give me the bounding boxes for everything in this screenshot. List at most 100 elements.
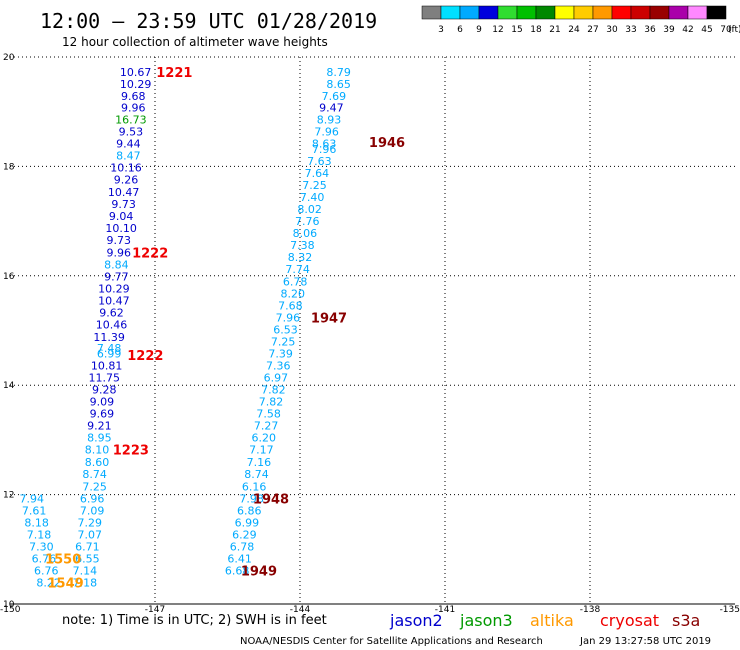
swh-value-label: 7.18 (73, 577, 98, 590)
y-tick-label: 20 (3, 53, 15, 63)
swh-value-label: 9.73 (107, 234, 132, 247)
colorbar-label: 27 (587, 25, 598, 35)
swh-value-label: 8.22 (36, 577, 61, 590)
swh-value-label: 8.95 (87, 432, 112, 445)
swh-value-label: 7.18 (27, 529, 52, 542)
swh-value-label: 7.16 (247, 456, 272, 469)
pass-number-label: 1222 (127, 349, 163, 364)
swh-value-label: 7.14 (73, 565, 98, 578)
swh-value-label: 6.99 (235, 516, 260, 529)
y-tick-label: 14 (3, 381, 15, 391)
swh-value-label: 9.96 (121, 101, 146, 114)
swh-value-label: 7.58 (256, 408, 281, 421)
swh-value-label: 7.98 (239, 492, 264, 505)
colorbar-swatch (592, 5, 613, 20)
swh-value-label: 7.96 (276, 311, 301, 324)
satellite-legend: jason2 jason3 altika cryosat s3a (389, 611, 700, 630)
swh-value-label: 7.27 (254, 420, 279, 433)
swh-value-label: 6.29 (232, 529, 257, 542)
colorbar-label: 36 (644, 25, 656, 35)
colorbar-swatch (535, 5, 556, 20)
swh-value-label: 6.97 (264, 372, 289, 385)
swh-value-label: 8.47 (116, 149, 141, 162)
x-tick-label: -138 (580, 605, 601, 615)
swh-value-label: 10.47 (98, 294, 130, 307)
colorbar-label: 15 (511, 25, 522, 35)
colorbar-swatch (478, 5, 499, 20)
swh-value-label: 10.10 (105, 222, 137, 235)
axis-ticks: -150 -147 -144 -141 -138 -135 20 18 16 14 12 10 (0, 53, 740, 615)
colorbar-label: 18 (530, 25, 542, 35)
swh-value-label: 7.29 (78, 516, 103, 529)
swh-value-label: 9.62 (99, 306, 124, 319)
data-labels: 10.6710.299.689.9616.739.539.448.4710.16… (20, 66, 351, 590)
swh-value-label: 8.74 (244, 468, 269, 481)
colorbar-swatch (668, 5, 689, 20)
swh-value-label: 7.94 (20, 492, 45, 505)
pass-number-label: 1946 (369, 136, 405, 151)
colorbar-swatch (421, 5, 442, 20)
x-tick-label: -135 (720, 605, 740, 615)
swh-value-label: 6.78 (283, 275, 308, 288)
grid-lines (10, 56, 735, 604)
colorbar-swatch (516, 5, 537, 20)
colorbar-label: 9 (476, 25, 482, 35)
swh-value-label: 9.69 (90, 408, 115, 421)
swh-value-label: 6.78 (230, 541, 255, 554)
swh-value-label: 7.48 (97, 342, 122, 355)
swh-value-label: 8.06 (293, 227, 318, 240)
colorbar-swatch (573, 5, 594, 20)
swh-value-label: 7.36 (266, 360, 291, 373)
swh-value-label: 7.63 (307, 155, 332, 168)
swh-value-label: 7.82 (259, 396, 284, 409)
swh-value-label: 7.40 (300, 191, 325, 204)
pass-number-label: 1549 (47, 577, 83, 592)
satellite-legend-s3a: s3a (672, 611, 700, 630)
swh-value-label: 10.67 (120, 66, 152, 79)
swh-value-label: 7.39 (268, 347, 293, 360)
colorbar-label: 21 (549, 25, 560, 35)
swh-value-label: 8.02 (297, 203, 322, 216)
swh-value-label: 7.61 (22, 504, 47, 517)
swh-value-label: 7.69 (322, 90, 347, 103)
swh-value-label: 6.55 (75, 553, 100, 566)
swh-value-label: 7.25 (82, 480, 107, 493)
swh-value-label: 11.75 (89, 372, 121, 385)
swh-value-label: 8.10 (85, 444, 110, 457)
swh-value-label: 7.25 (271, 335, 296, 348)
chart-title: 12:00 – 23:59 UTC 01/28/2019 (40, 9, 377, 33)
swh-value-label: 7.07 (78, 529, 103, 542)
footer-credit: NOAA/NESDIS Center for Satellite Applica… (240, 636, 543, 647)
swh-value-label: 9.73 (111, 198, 136, 211)
colorbar-swatch (706, 5, 727, 20)
swh-value-label: 8.18 (24, 516, 49, 529)
x-tick-label: -141 (435, 605, 455, 615)
pass-labels: 1221 1222 1222 1223 1946 1947 1948 1949 1550 1549 (45, 66, 405, 592)
swh-value-label: 8.63 (312, 137, 337, 150)
swh-value-label: 7.68 (278, 299, 303, 312)
swh-value-label: 10.47 (108, 186, 140, 199)
colorbar-label: 3 (438, 25, 444, 35)
swh-value-label: 8.65 (326, 78, 351, 91)
pass-number-label: 1222 (132, 246, 168, 261)
swh-value-label: 9.04 (109, 210, 134, 223)
colorbar-label: 24 (568, 25, 580, 35)
swh-value-label: 7.25 (302, 179, 327, 192)
y-tick-label: 10 (3, 600, 15, 610)
y-tick-label: 16 (3, 272, 15, 282)
chart-subtitle: 12 hour collection of altimeter wave hei… (62, 35, 328, 49)
swh-value-label: 8.60 (85, 456, 110, 469)
swh-value-label: 7.38 (290, 239, 315, 252)
colorbar-swatch (611, 5, 632, 20)
x-tick-label: -150 (0, 605, 21, 615)
swh-value-label: 6.76 (32, 553, 57, 566)
swh-value-label: 7.76 (295, 215, 320, 228)
swh-value-label: 9.68 (121, 90, 146, 103)
swh-value-label: 6.86 (237, 504, 262, 517)
swh-value-label: 9.26 (114, 174, 139, 187)
colorbar-label: 30 (606, 25, 618, 35)
swh-value-label: 7.30 (29, 541, 54, 554)
colorbar-swatch (497, 5, 518, 20)
